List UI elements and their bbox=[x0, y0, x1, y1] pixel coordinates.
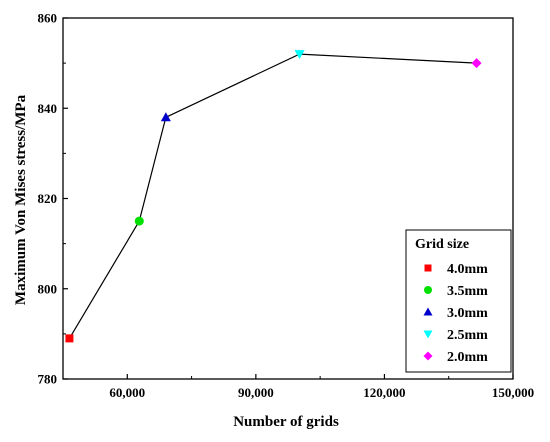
data-point-triangle-up bbox=[160, 112, 171, 122]
y-axis-title: Maximum Von Mises stress/MPa bbox=[13, 94, 29, 305]
legend: Grid size 4.0mm 3.5mm 3.0mm 2.5mm 2.0mm bbox=[405, 229, 512, 373]
x-tick-label: 120,000 bbox=[363, 385, 405, 400]
legend-entries: 4.0mm 3.5mm 3.0mm 2.5mm 2.0mm bbox=[423, 262, 488, 365]
y-tick-label: 860 bbox=[38, 11, 58, 26]
legend-marker-diamond bbox=[423, 351, 433, 361]
legend-marker-triangle-down bbox=[423, 330, 433, 339]
x-tick-label: 90,000 bbox=[238, 385, 274, 400]
legend-title: Grid size bbox=[415, 237, 469, 252]
legend-marker-square bbox=[424, 264, 432, 272]
data-point-diamond bbox=[471, 58, 482, 69]
x-axis-ticks: 60,000 90,000 120,000 150,000 bbox=[109, 374, 534, 400]
legend-marker-circle bbox=[424, 286, 432, 294]
data-point-circle bbox=[134, 216, 144, 226]
y-tick-label: 800 bbox=[38, 281, 58, 296]
data-markers bbox=[65, 50, 482, 343]
legend-label: 4.0mm bbox=[447, 262, 488, 277]
y-axis-ticks: 780 800 820 840 860 bbox=[38, 11, 68, 387]
legend-label: 2.0mm bbox=[447, 350, 488, 365]
y-tick-label: 840 bbox=[38, 101, 58, 116]
x-tick-label: 150,000 bbox=[492, 385, 534, 400]
legend-label: 2.5mm bbox=[447, 328, 488, 343]
x-axis-title: Number of grids bbox=[233, 414, 339, 430]
y-tick-label: 780 bbox=[38, 372, 58, 387]
x-tick-label: 60,000 bbox=[109, 385, 145, 400]
y-tick-label: 820 bbox=[38, 191, 58, 206]
legend-marker-triangle-up bbox=[423, 307, 433, 316]
legend-box bbox=[405, 229, 512, 373]
legend-label: 3.0mm bbox=[447, 306, 488, 321]
data-point-triangle-down bbox=[294, 50, 305, 60]
data-point-square bbox=[65, 334, 74, 343]
legend-label: 3.5mm bbox=[447, 284, 488, 299]
plot-area-frame bbox=[62, 17, 514, 380]
